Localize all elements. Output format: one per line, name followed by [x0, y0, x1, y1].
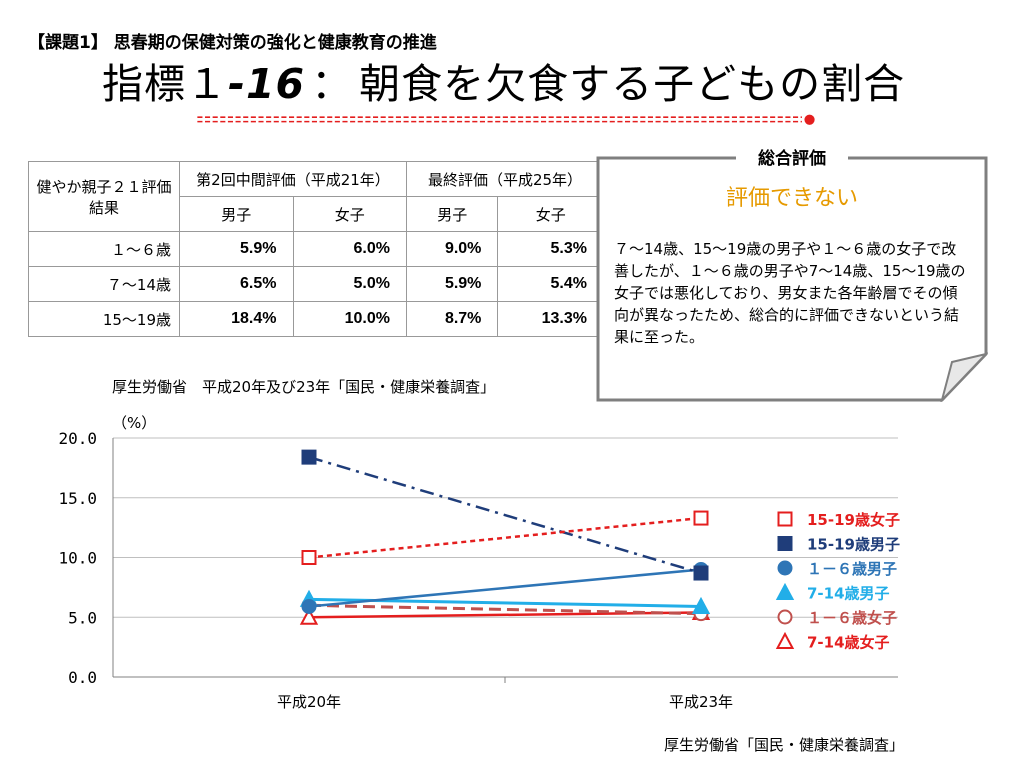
table-header-label: 健やか親子２１評価結果	[28, 161, 180, 232]
data-point	[301, 449, 317, 465]
legend-marker	[777, 609, 793, 625]
y-tick-label: 5.0	[68, 608, 97, 627]
table-cell: 6.5%	[179, 266, 294, 302]
slide-subtitle: 【課題1】 思春期の保健対策の強化と健康教育の推進	[28, 33, 437, 53]
data-point	[691, 596, 711, 614]
chart-legend: 15-19歳女子 15-19歳男子 １－６歳男子 7-14歳男子 １－６歳女子 7-14歳…	[775, 511, 900, 652]
data-point	[301, 550, 317, 565]
series-line	[308, 455, 702, 575]
legend-label: １－６歳男子	[807, 560, 897, 578]
table-row: 15～19歳 18.4% 10.0% 8.7% 13.3%	[28, 301, 604, 337]
table-cell: 9.0%	[405, 231, 499, 267]
table-cell: 5.9%	[179, 231, 294, 267]
table-cell: 18.4%	[179, 301, 294, 337]
title-colon: ：	[311, 60, 354, 108]
y-tick-label: 20.0	[58, 429, 97, 448]
y-tick-label: 0.0	[68, 668, 97, 687]
table-cell: 8.7%	[405, 301, 499, 337]
table-cell: 5.3%	[497, 231, 604, 267]
legend-label: 15-19歳男子	[807, 536, 900, 554]
divider-dot-icon	[804, 114, 815, 125]
series-line	[308, 516, 702, 559]
table-header-male: 男子	[405, 196, 499, 232]
chart-axes: 0.0 5.0 10.0 15.0 20.0 （%） 平成20年 平成23年	[58, 414, 898, 711]
x-tick-label: 平成23年	[669, 693, 733, 711]
summary-body: ７～14歳、15～19歳の男子や１～６歳の女子で改善したが、１～６歳の男子や7～…	[614, 240, 966, 346]
legend-marker	[775, 582, 795, 600]
data-point	[693, 565, 709, 581]
title-prefix: 指標１	[102, 60, 228, 108]
table-source-note: 厚生労働省 平成20年及び23年「国民・健康栄養調査」	[112, 378, 496, 396]
table-cell: 5.9%	[405, 266, 499, 302]
table-row: １～６歳 5.9% 6.0% 9.0% 5.3%	[28, 231, 604, 267]
table-row-age: 15～19歳	[28, 301, 180, 337]
data-point	[299, 607, 319, 625]
summary-callout-box	[596, 156, 988, 402]
chart-series	[299, 449, 711, 625]
evaluation-table: 健やか親子２１評価結果 第2回中間評価（平成21年） 最終評価（平成25年） 男…	[28, 161, 604, 337]
slide-title: 指標１-16：朝食を欠食する子どもの割合	[102, 50, 905, 110]
legend-marker	[777, 560, 793, 576]
table-row: ７～14歳 6.5% 5.0% 5.9% 5.4%	[28, 266, 604, 302]
title-divider	[197, 114, 815, 125]
legend-label: １－６歳女子	[807, 609, 897, 627]
summary-verdict: 評価できない	[725, 186, 858, 211]
legend-label: 15-19歳女子	[807, 511, 900, 529]
line-chart: 0.0 5.0 10.0 15.0 20.0 （%） 平成20年 平成23年 15-19歳女子…	[58, 414, 900, 711]
table-row-age: ７～14歳	[28, 266, 180, 302]
page-curl-icon	[940, 352, 988, 402]
table-header-mid-eval: 第2回中間評価（平成21年）	[179, 161, 407, 197]
table-header-female: 女子	[292, 196, 407, 232]
chart-source-note: 厚生労働省「国民・健康栄養調査」	[664, 736, 905, 754]
title-main: 朝食を欠食する子どもの割合	[359, 60, 906, 108]
table-row-age: １～６歳	[28, 231, 180, 267]
table-cell: 10.0%	[292, 301, 407, 337]
legend-marker	[777, 511, 793, 527]
table-header-male: 男子	[179, 196, 294, 232]
legend-label: 7-14歳男子	[807, 585, 890, 603]
x-tick-label: 平成20年	[277, 693, 341, 711]
table-cell: 13.3%	[497, 301, 604, 337]
data-point	[301, 598, 317, 614]
series-line	[308, 603, 702, 616]
legend-marker	[777, 536, 793, 551]
chart-grid	[113, 437, 898, 618]
table-cell: 5.0%	[292, 266, 407, 302]
y-tick-label: 15.0	[58, 489, 97, 508]
table-cell: 5.4%	[497, 266, 604, 302]
legend-marker	[775, 631, 795, 649]
summary-heading: 総合評価	[736, 149, 848, 169]
table-header-final-eval: 最終評価（平成25年）	[406, 161, 604, 197]
table-cell: 6.0%	[292, 231, 407, 267]
data-point	[693, 510, 709, 526]
title-number: -16	[228, 60, 306, 108]
legend-label: 7-14歳女子	[807, 634, 890, 652]
table-header-female: 女子	[497, 196, 604, 232]
y-axis-label: （%）	[112, 414, 156, 432]
y-tick-label: 10.0	[58, 549, 97, 568]
series-line	[308, 568, 702, 608]
